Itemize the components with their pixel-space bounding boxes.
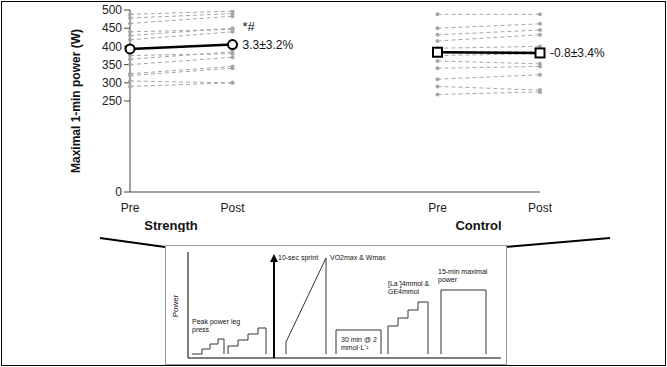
svg-text:350: 350 — [102, 58, 122, 72]
svg-text:30 min @ 2mmol·L⁻¹: 30 min @ 2mmol·L⁻¹ — [341, 336, 377, 351]
svg-text:Strength: Strength — [144, 218, 198, 232]
svg-text:Post: Post — [528, 201, 553, 215]
svg-text:[La⁻]4mmol &GE4mmol: [La⁻]4mmol &GE4mmol — [388, 280, 430, 295]
svg-text:-0.8±3.4%: -0.8±3.4% — [550, 46, 605, 60]
svg-text:250: 250 — [102, 94, 122, 108]
svg-text:Pre: Pre — [428, 201, 447, 215]
svg-text:Pre: Pre — [121, 201, 140, 215]
svg-text:10-sec sprint: 10-sec sprint — [278, 254, 318, 262]
svg-text:Post: Post — [220, 201, 245, 215]
svg-text:450: 450 — [102, 21, 122, 35]
svg-text:Peak power legpress: Peak power legpress — [192, 318, 240, 334]
svg-text:Power: Power — [171, 294, 180, 317]
svg-text:VO2max & Wmax: VO2max & Wmax — [330, 254, 386, 261]
svg-text:500: 500 — [102, 3, 122, 17]
svg-text:400: 400 — [102, 40, 122, 54]
svg-text:300: 300 — [102, 76, 122, 90]
svg-text:Maximal 1-min power (W): Maximal 1-min power (W) — [69, 29, 83, 173]
svg-text:Control: Control — [455, 218, 501, 232]
svg-text:15-min maximalpower: 15-min maximalpower — [438, 268, 488, 284]
svg-text:3.3±3.2%: 3.3±3.2% — [243, 38, 294, 52]
svg-text:0: 0 — [115, 185, 122, 199]
svg-text:*#: *# — [243, 19, 256, 34]
